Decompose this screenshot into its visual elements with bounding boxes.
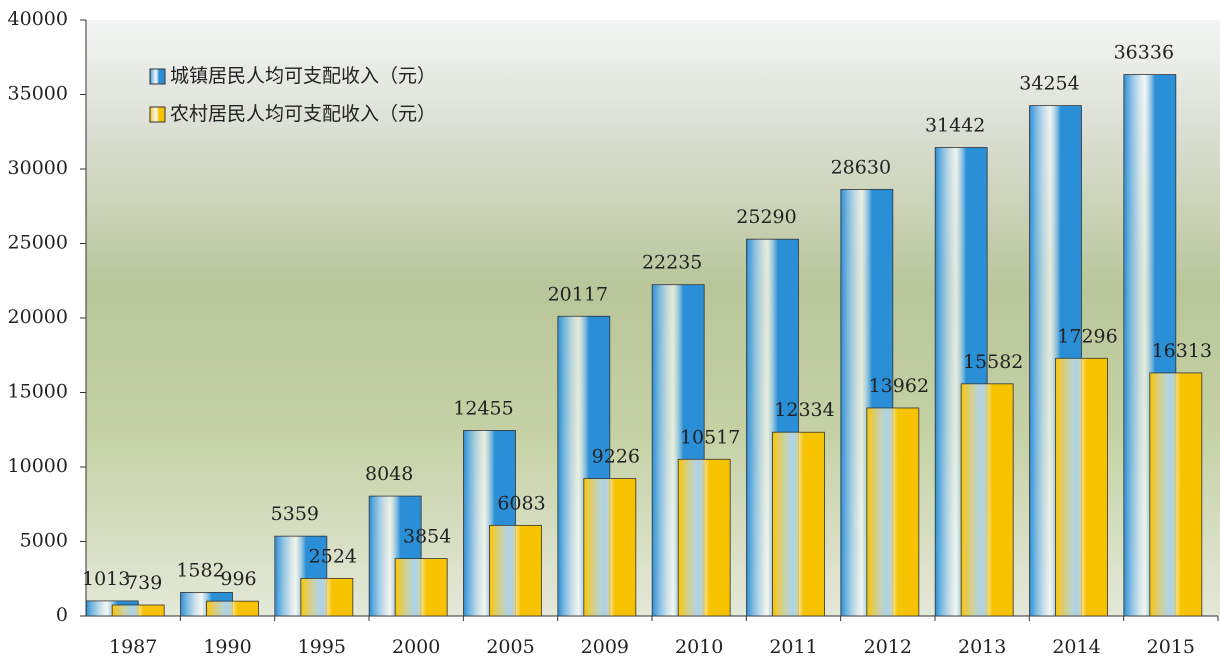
bar xyxy=(678,459,730,616)
x-tick-label: 2005 xyxy=(486,636,534,658)
bar xyxy=(961,384,1013,616)
data-label: 10517 xyxy=(680,426,740,448)
data-label: 5359 xyxy=(271,503,319,525)
x-tick-label: 2009 xyxy=(581,636,629,658)
x-tick-label: 2011 xyxy=(769,636,817,658)
bar xyxy=(301,578,353,616)
data-label: 1582 xyxy=(176,559,224,581)
data-label: 1013 xyxy=(82,568,130,590)
y-tick-label: 5000 xyxy=(20,530,68,552)
x-tick-label: 2012 xyxy=(864,636,912,658)
legend-label: 城镇居民人均可支配收入（元） xyxy=(170,65,436,87)
y-tick-label: 30000 xyxy=(8,157,68,179)
data-label: 12455 xyxy=(453,397,513,419)
data-label: 9226 xyxy=(592,446,640,468)
bar xyxy=(867,408,919,616)
data-label: 36336 xyxy=(1114,42,1174,64)
data-label: 3854 xyxy=(403,526,451,548)
data-label: 16313 xyxy=(1152,340,1212,362)
data-label: 2524 xyxy=(309,545,357,567)
x-tick-label: 1990 xyxy=(203,636,251,658)
y-tick-label: 10000 xyxy=(8,455,68,477)
y-tick-label: 40000 xyxy=(8,8,68,30)
bar xyxy=(207,601,259,616)
chart: 0 5000 10000 15000 20000 25000 30000 35000 40000… xyxy=(0,0,1220,659)
bar xyxy=(112,605,164,616)
data-label: 15582 xyxy=(963,351,1023,373)
bar xyxy=(1056,358,1108,616)
y-tick-label: 0 xyxy=(56,604,68,626)
bar xyxy=(395,559,447,616)
y-tick-label: 15000 xyxy=(8,381,68,403)
data-label: 739 xyxy=(126,572,162,594)
data-label: 31442 xyxy=(925,115,985,137)
data-label: 17296 xyxy=(1057,325,1117,347)
x-tick-label: 2014 xyxy=(1052,636,1100,658)
legend-swatch xyxy=(150,69,165,84)
x-tick-label: 2010 xyxy=(675,636,723,658)
bar xyxy=(773,432,825,616)
data-label: 34254 xyxy=(1019,73,1079,95)
data-label: 13962 xyxy=(869,375,929,397)
x-tick-label: 1987 xyxy=(109,636,157,658)
data-label: 8048 xyxy=(365,463,413,485)
bar xyxy=(584,479,636,616)
data-label: 25290 xyxy=(736,206,796,228)
y-tick-label: 25000 xyxy=(8,232,68,254)
data-label: 22235 xyxy=(642,252,702,274)
x-tick-label: 2000 xyxy=(392,636,440,658)
data-label: 28630 xyxy=(831,156,891,178)
x-tick-label: 2015 xyxy=(1147,636,1195,658)
bar xyxy=(1150,373,1202,616)
bar xyxy=(490,525,542,616)
y-tick-label: 35000 xyxy=(8,83,68,105)
data-label: 6083 xyxy=(497,492,545,514)
x-tick-label: 2013 xyxy=(958,636,1006,658)
y-tick-label: 20000 xyxy=(8,306,68,328)
data-label: 12334 xyxy=(774,399,834,421)
x-tick-label: 1995 xyxy=(298,636,346,658)
legend-label: 农村居民人均可支配收入（元） xyxy=(170,103,436,125)
data-label: 996 xyxy=(220,568,256,590)
legend-swatch xyxy=(150,107,165,122)
data-label: 20117 xyxy=(548,283,608,305)
